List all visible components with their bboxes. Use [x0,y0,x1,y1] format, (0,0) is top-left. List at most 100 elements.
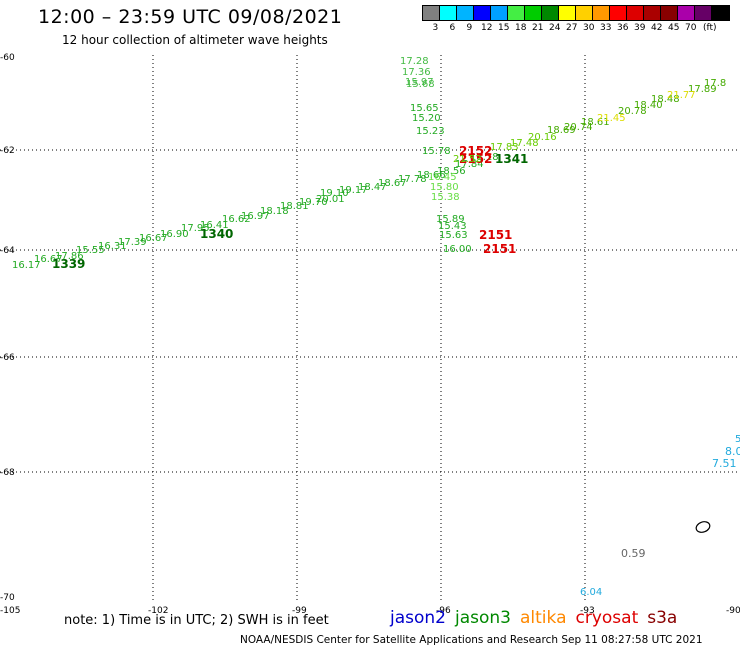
satellite-label-s3a: s3a [647,608,678,628]
legend-swatch [542,6,559,20]
wave-height-label: 16.41 [200,220,229,231]
legend-swatch [525,6,542,20]
wave-height-label: 15.78 [422,146,451,157]
legend-label: 18 [515,23,527,33]
wave-height-label: 16.31 [98,241,127,252]
legend-label: 12 [481,23,493,33]
axis-labels: -60 -62 -64 -66 -68 -70 -105 -102 -99 -96 -93 -90 [0,53,740,616]
wave-height-label: 7.51 [712,457,737,470]
legend-label: 24 [549,23,561,33]
legend-label: 45 [668,23,680,33]
legend-swatch [678,6,695,20]
longitude-label: -96 [436,606,451,616]
legend-swatch [695,6,712,20]
wave-height-label: 18.40 [634,100,663,111]
wave-height-label: 6.04 [580,587,602,598]
wave-height-label: 15.65 [410,103,439,114]
wave-height-label: 17.78 [398,174,427,185]
wave-height-label: 15.89 [436,214,465,225]
wave-height-label: 15.68 [406,79,435,90]
legend-label: 39 [634,23,646,33]
legend-swatch [474,6,491,20]
time-label: 2151 [483,242,516,256]
wave-height-label: 19.10 [320,188,349,199]
legend-label: 36 [617,23,629,33]
wave-height-label: 15.20 [412,113,441,124]
wave-height-label: 17.86 [55,251,84,262]
wave-height-label: 17.28 [400,56,429,67]
legend-swatch [610,6,627,20]
legend-swatch [627,6,644,20]
wave-height-label: 18.81 [280,201,309,212]
latitude-label: -68 [0,468,15,478]
wave-height-label: 16.45 [428,172,457,183]
longitude-label: -102 [148,606,168,616]
wave-height-label: 16.17 [12,260,41,271]
legend-label: 30 [583,23,595,33]
legend-swatch [440,6,457,20]
wave-height-label: 15.23 [416,126,445,137]
wave-height-label: 17.8 [704,78,726,89]
legend-label: 9 [466,23,473,33]
wave-height-label: 18.18 [470,152,499,163]
wave-height-label: 15.80 [430,182,459,193]
wave-height-label: 16.67 [34,254,63,265]
wave-height-label: 15.55 [76,245,105,256]
wave-height-label: 0.59 [621,547,646,560]
legend-label: 33 [600,23,612,33]
map-grid [0,55,740,602]
wave-height-label: 20.01 [316,194,345,205]
island-outline [695,521,711,533]
legend-swatch [661,6,678,20]
longitude-label: -105 [0,606,20,616]
satellite-legend: jason2 jason3 altika cryosat s3a [390,608,686,628]
time-label: 2152 [459,152,492,166]
wave-height-label: 16.90 [160,229,189,240]
legend-swatch [491,6,508,20]
wave-height-label: 17.95 [181,223,210,234]
footer-note: note: 1) Time is in UTC; 2) SWH is in fe… [64,613,329,628]
legend-swatch [712,6,729,20]
wave-height-label: 21.45 [597,113,626,124]
latitude-label: -70 [0,593,15,603]
legend-label: (ft) [703,23,717,33]
time-label: 1341 [495,152,528,166]
wave-height-label: 15.63 [439,230,468,241]
wave-height-label: 19.17 [339,185,368,196]
satellite-label-cryosat: cryosat [575,608,639,628]
wave-height-label: 18.69 [547,125,576,136]
legend-swatch [644,6,661,20]
wave-height-label: 17.48 [510,138,539,149]
wave-height-label: 21.77 [667,90,696,101]
wave-height-label: 17.39 [118,237,147,248]
wave-height-label: 15.97 [405,77,434,88]
wave-height-label: 20.74 [564,122,593,133]
latitude-label: -66 [0,353,15,363]
wave-height-label: 18.18 [260,206,289,217]
longitude-label: -99 [292,606,307,616]
longitude-label: -90 [726,606,740,616]
wave-height-label: 18.66 [417,170,446,181]
time-label: 1339 [52,257,85,271]
legend-swatch [457,6,474,20]
legend-label: 3 [432,23,439,33]
wave-height-label: 18.67 [378,178,407,189]
wave-height-label: 16.00 [443,244,472,255]
time-label: 1340 [200,227,233,241]
wave-height-label: 18.61 [581,117,610,128]
map-title: 12:00 – 23:59 UTC 09/08/2021 [38,6,343,28]
wave-height-label: 16.97 [241,211,270,222]
wave-height-label: 16.67 [139,233,168,244]
satellite-label-jason3: jason3 [455,608,511,628]
legend-label: 21 [532,23,544,33]
wave-height-label: 16.62 [222,214,251,225]
wave-height-label: 21.52 [453,154,482,165]
wave-height-label: 17.83 [490,142,519,153]
footer-credit: NOAA/NESDIS Center for Satellite Applica… [240,634,703,646]
latitude-label: -62 [0,146,15,156]
wave-height-label: 19.70 [299,197,328,208]
wave-height-label: 18.47 [358,182,387,193]
latitude-label: -60 [0,53,15,63]
time-label: 2151 [479,228,512,242]
legend-swatch [576,6,593,20]
